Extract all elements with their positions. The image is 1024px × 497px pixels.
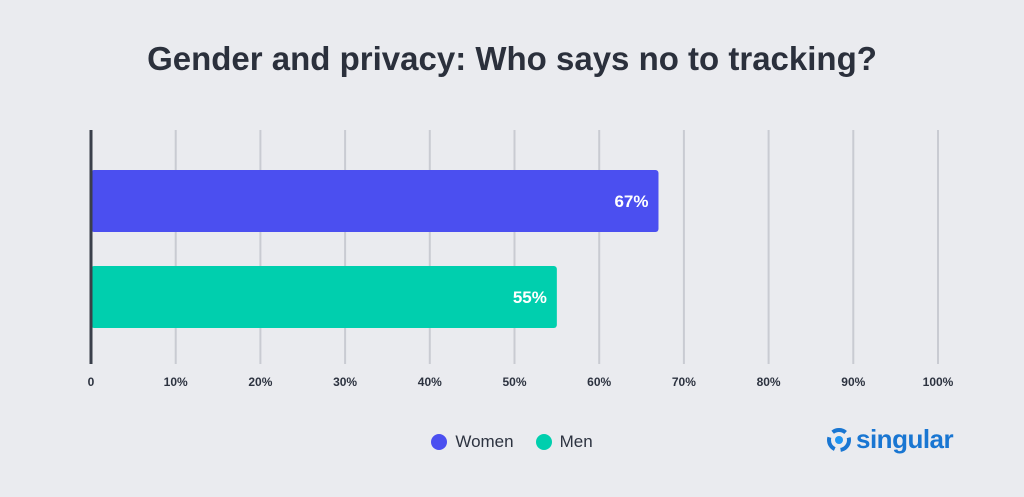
x-tick-label: 50% [502, 375, 526, 389]
x-tick-label: 90% [841, 375, 865, 389]
chart-title: Gender and privacy: Who says no to track… [147, 40, 877, 77]
data-label-women: 67% [614, 192, 648, 211]
data-label-men: 55% [513, 288, 547, 307]
x-tick-label: 70% [672, 375, 696, 389]
x-tick-label: 80% [757, 375, 781, 389]
bar-women [91, 170, 659, 232]
x-tick-label: 30% [333, 375, 357, 389]
x-tick-label: 40% [418, 375, 442, 389]
x-tick-label: 60% [587, 375, 611, 389]
tick-labels: 0 10% 20% 30% 40% 50% 60% 70% 80% 90% 100% [88, 375, 954, 389]
x-tick-label: 20% [248, 375, 272, 389]
gridlines [174, 130, 939, 364]
legend-label-women: Women [455, 432, 514, 451]
logo-text: singular [856, 424, 954, 454]
x-tick-label: 10% [164, 375, 188, 389]
singular-logo-icon [827, 427, 851, 452]
legend-label-men: Men [559, 432, 593, 451]
singular-logo: singular [826, 424, 954, 455]
legend-swatch-women [431, 434, 448, 450]
bar-men [91, 266, 557, 328]
x-tick-label: 0 [88, 375, 95, 389]
bars: 67% 55% [91, 170, 659, 328]
legend: Women Men [0, 432, 1024, 452]
legend-item-women: Women [431, 432, 514, 452]
legend-swatch-men [535, 434, 552, 450]
x-tick-label: 100% [923, 375, 954, 389]
legend-item-men: Men [535, 432, 593, 452]
